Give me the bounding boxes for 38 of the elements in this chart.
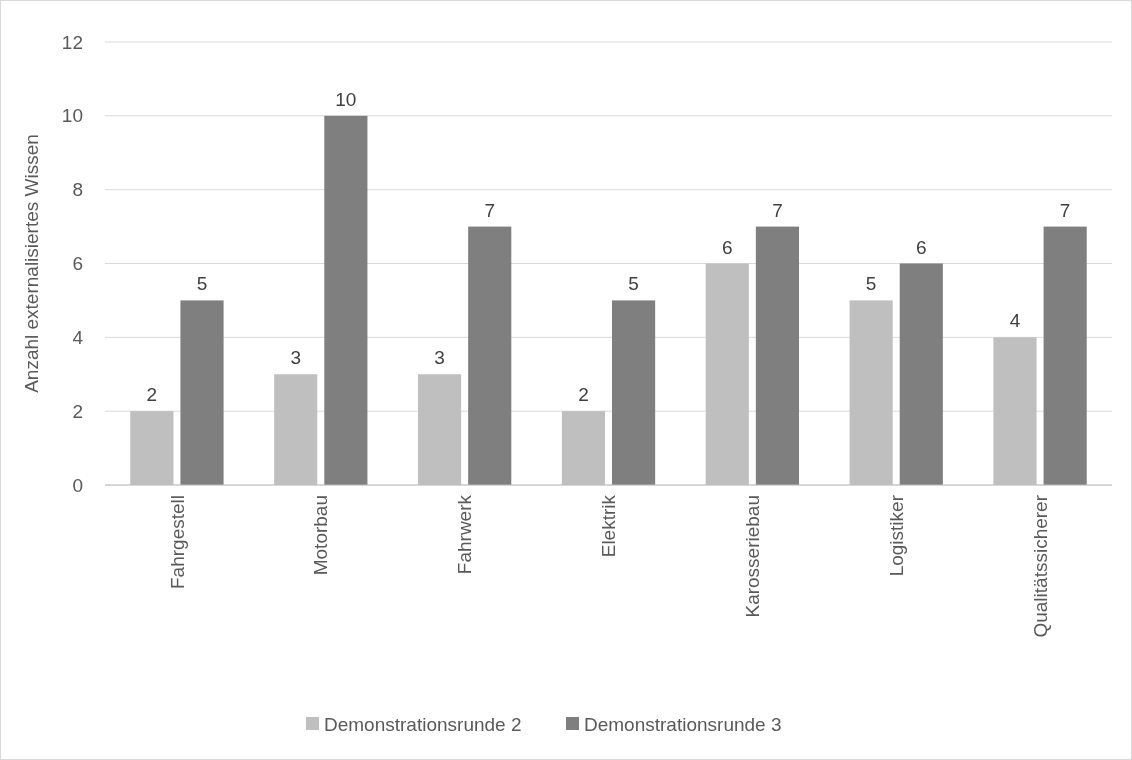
data-label: 5 — [628, 273, 639, 295]
data-label: 2 — [578, 384, 589, 406]
x-tick-label: Fahrgestell — [166, 495, 188, 589]
bar — [468, 226, 512, 485]
data-label: 7 — [772, 199, 783, 221]
bar — [324, 115, 368, 485]
data-label: 5 — [196, 273, 208, 295]
y-tick-label: 10 — [61, 105, 83, 127]
legend-label: Demonstrationsrunde 3 — [584, 713, 782, 735]
data-label: 6 — [721, 236, 733, 258]
y-tick-label: 2 — [72, 400, 83, 422]
legend-label: Demonstrationsrunde 2 — [324, 713, 522, 735]
x-tick-label: Qualitätssicherer — [1029, 494, 1051, 638]
y-tick-label: 12 — [61, 31, 83, 53]
y-tick-label: 6 — [72, 253, 83, 275]
data-label: 5 — [865, 273, 877, 295]
x-tick-label: Karosseriebau — [742, 495, 764, 618]
bar — [755, 226, 800, 485]
data-label: 3 — [434, 347, 445, 369]
y-axis-title: Anzahl externalisiertes Wissen — [21, 134, 42, 393]
x-tick-label: Elektrik — [598, 494, 620, 558]
data-label: 7 — [1059, 199, 1071, 221]
data-label: 3 — [290, 347, 301, 369]
x-tick-label: Fahrwerk — [454, 494, 476, 575]
data-label: 4 — [1009, 310, 1021, 332]
data-label: 2 — [146, 384, 158, 406]
bar — [1043, 226, 1087, 485]
data-label: 6 — [916, 236, 927, 258]
bar — [899, 263, 943, 485]
y-tick-label: 0 — [72, 474, 83, 496]
y-tick-label: 4 — [72, 326, 84, 348]
y-tick-label: 8 — [72, 179, 83, 201]
data-label: 10 — [335, 88, 357, 110]
x-tick-label: Motorbau — [310, 495, 332, 576]
data-label: 7 — [484, 199, 496, 221]
x-tick-label: Logistiker — [885, 494, 907, 577]
bar — [612, 300, 656, 485]
bar — [180, 300, 224, 485]
